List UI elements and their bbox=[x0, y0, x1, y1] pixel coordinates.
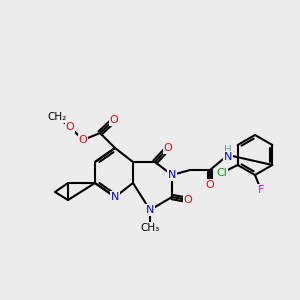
Text: O: O bbox=[79, 135, 87, 145]
Text: N: N bbox=[168, 170, 176, 180]
Text: O: O bbox=[184, 195, 192, 205]
Text: CH₃: CH₃ bbox=[140, 223, 160, 233]
Text: N: N bbox=[111, 192, 119, 202]
Text: N: N bbox=[224, 152, 232, 162]
Text: CH₂: CH₂ bbox=[47, 112, 67, 122]
Text: N: N bbox=[146, 205, 154, 215]
Text: O: O bbox=[164, 143, 172, 153]
Text: H: H bbox=[224, 145, 232, 155]
Text: O: O bbox=[110, 115, 118, 125]
Text: F: F bbox=[258, 185, 264, 195]
Text: O: O bbox=[66, 122, 74, 132]
Text: O: O bbox=[206, 180, 214, 190]
Text: Cl: Cl bbox=[216, 168, 227, 178]
